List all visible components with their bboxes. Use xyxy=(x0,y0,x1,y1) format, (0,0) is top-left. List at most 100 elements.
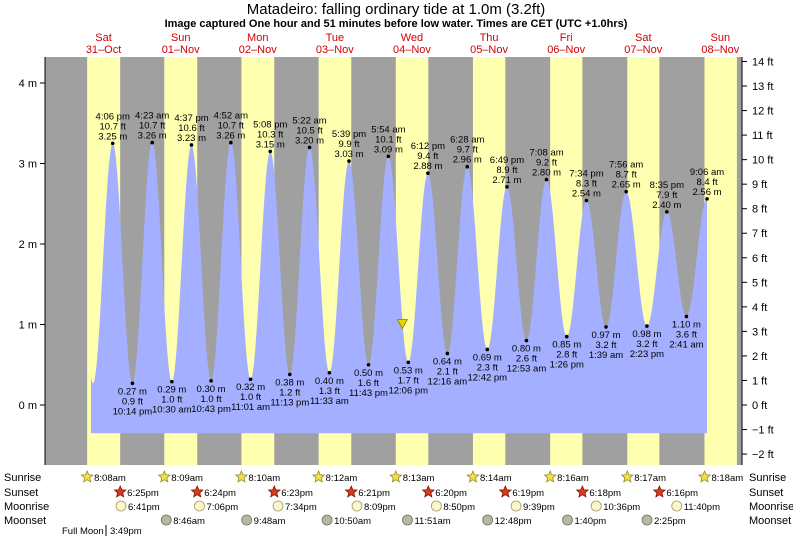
high-tide-point xyxy=(665,210,669,214)
sunrise-time: 8:09am xyxy=(171,473,203,484)
sunset-time: 6:16pm xyxy=(666,488,698,499)
sunset-time: 6:24pm xyxy=(204,488,236,499)
high-tide-label: 10.7 ft xyxy=(100,121,127,132)
high-tide-label: 2.56 m xyxy=(693,187,722,198)
low-tide-point xyxy=(248,377,253,382)
sunrise-icon xyxy=(311,469,326,483)
moonset-icon xyxy=(562,514,573,526)
high-tide-label: 2.88 m xyxy=(413,161,442,172)
chart-subtitle: Image captured One hour and 51 minutes b… xyxy=(165,18,628,30)
axes: 4 m 3 m 2 m 1 m 0 m 14 ft 13 ft 12 ft 11 ft 10 ft… xyxy=(19,56,774,465)
moonrise-time: 7:06pm xyxy=(206,502,238,513)
low-tide-label: 12:53 am xyxy=(507,364,547,375)
sunrise-row-label-right: Sunrise xyxy=(749,472,786,484)
high-tide-label: 9:06 am xyxy=(690,167,724,178)
low-tide-point xyxy=(445,351,450,356)
moonset-time: 1:40pm xyxy=(575,516,607,527)
high-tide-label: 7:56 am xyxy=(609,160,643,171)
high-tide-label: 2.96 m xyxy=(453,155,482,166)
low-tide-label: 2.1 ft xyxy=(437,366,458,377)
right-tick-label: 14 ft xyxy=(752,56,773,68)
high-tide-label: 7.9 ft xyxy=(656,190,677,201)
high-tide-label: 6:49 pm xyxy=(490,155,524,166)
moonrise-icon xyxy=(430,500,442,512)
day-date: 07–Nov xyxy=(624,44,662,56)
low-tide-point xyxy=(485,347,490,352)
right-tick-label: 7 ft xyxy=(752,228,767,240)
low-tide-label: 3.6 ft xyxy=(676,329,697,340)
high-tide-label: 7:34 pm xyxy=(569,169,603,180)
low-tide-point xyxy=(645,324,649,328)
sunset-time: 6:18pm xyxy=(589,488,621,499)
sunset-icon xyxy=(267,484,282,498)
high-tide-point xyxy=(465,164,470,169)
day-name: Sat xyxy=(635,32,652,44)
low-tide-label: 0.40 m xyxy=(315,376,344,387)
high-tide-point xyxy=(150,140,154,145)
low-tide-label: 0.38 m xyxy=(275,377,304,388)
high-tide-point xyxy=(307,145,312,150)
high-tide-label: 9.2 ft xyxy=(536,158,557,169)
low-tide-point xyxy=(170,379,174,384)
right-tick-label: 10 ft xyxy=(752,155,773,167)
low-tide-label: 3.2 ft xyxy=(595,340,616,351)
low-tide-label: 0.80 m xyxy=(512,344,541,355)
sunrise-icon xyxy=(389,469,403,483)
low-tide-label: 11:43 pm xyxy=(349,388,388,399)
sunset-time: 6:25pm xyxy=(127,488,159,499)
low-tide-label: 0.64 m xyxy=(433,356,462,367)
low-tide-label: 1.0 ft xyxy=(161,395,182,406)
moonrise-icon xyxy=(351,500,363,512)
low-tide-point xyxy=(684,314,689,319)
high-tide-point xyxy=(584,198,589,203)
high-tide-label: 9.7 ft xyxy=(457,145,478,156)
sunrise-time: 8:18am xyxy=(711,473,743,484)
sunset-icon xyxy=(652,484,667,498)
sunrise-icon xyxy=(234,469,249,483)
right-tick-label: −1 ft xyxy=(752,425,774,437)
moonrise-time: 8:09pm xyxy=(364,502,396,513)
day-date: 08–Nov xyxy=(701,44,739,56)
sunrise-icon xyxy=(80,469,94,483)
high-tide-label: 3.03 m xyxy=(334,149,363,160)
moonrise-icon xyxy=(671,500,683,512)
low-tide-point xyxy=(366,362,371,367)
day-date: 01–Nov xyxy=(162,44,200,56)
day-name: Wed xyxy=(401,32,423,44)
low-tide-label: 0.85 m xyxy=(552,340,581,351)
high-tide-label: 8:35 pm xyxy=(650,180,684,191)
low-tide-point xyxy=(524,338,529,343)
right-tick-label: 8 ft xyxy=(752,204,767,216)
low-tide-label: 1.0 ft xyxy=(240,392,261,403)
sunset-icon xyxy=(113,484,127,498)
low-tide-label: 1.6 ft xyxy=(358,378,379,389)
sunrise-time: 8:17am xyxy=(634,473,666,484)
high-tide-label: 8.3 ft xyxy=(576,179,597,190)
low-tide-label: 2.3 ft xyxy=(477,362,498,373)
moonset-time: 8:46am xyxy=(173,516,205,527)
low-tide-point xyxy=(130,381,135,386)
high-tide-label: 8.9 ft xyxy=(496,165,517,176)
sunset-time: 6:19pm xyxy=(512,488,544,499)
day-name: Sun xyxy=(711,32,731,44)
low-tide-label: 0.69 m xyxy=(473,352,502,363)
sunset-icon xyxy=(575,484,590,498)
day-date: 04–Nov xyxy=(393,44,431,56)
high-tide-label: 10.5 ft xyxy=(296,125,323,136)
astronomy-table: Sunrise Sunrise Sunset Sunset Moonrise Moonri… xyxy=(4,469,793,537)
low-tide-point xyxy=(287,372,292,377)
low-tide-label: 0.53 m xyxy=(394,365,423,376)
sunrise-time: 8:12am xyxy=(326,473,358,484)
moonset-row-label-right: Moonset xyxy=(749,515,791,527)
high-tide-point xyxy=(386,154,391,159)
high-tide-label: 4:06 pm xyxy=(96,111,130,122)
low-tide-label: 0.50 m xyxy=(354,368,383,379)
sunrise-time: 8:10am xyxy=(248,473,280,484)
high-tide-label: 10.1 ft xyxy=(375,134,402,145)
day-headers: Sat31–OctSun01–NovMon02–NovTue03–NovWed0… xyxy=(86,32,740,56)
low-tide-label: 10:14 pm xyxy=(113,406,153,417)
high-tide-point xyxy=(189,143,194,147)
moonrise-icon xyxy=(115,500,127,512)
low-tide-label: 2.8 ft xyxy=(556,350,577,361)
left-tick-label: 4 m xyxy=(19,78,37,90)
